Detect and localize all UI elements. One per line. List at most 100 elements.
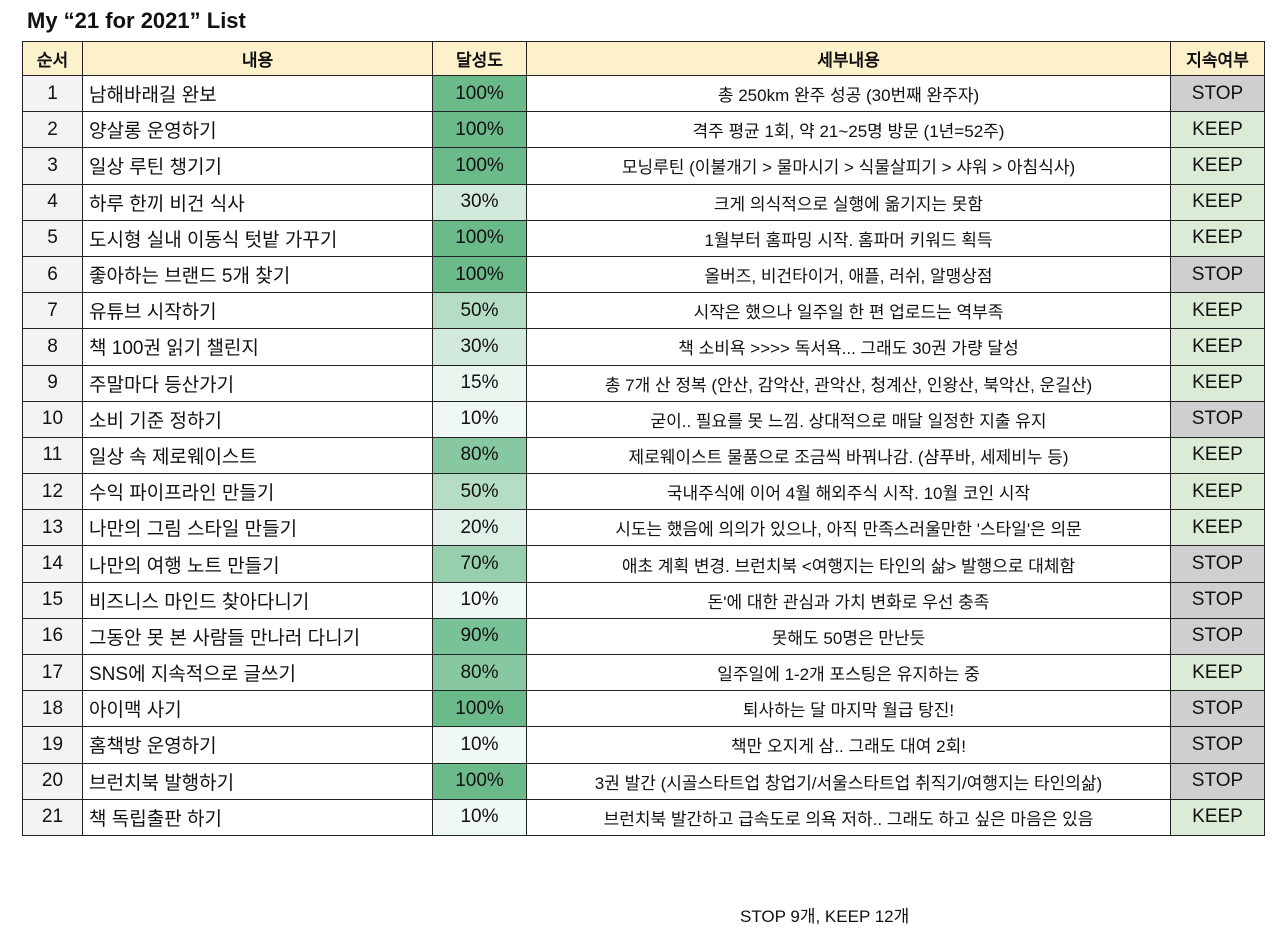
detail-cell: 모닝루틴 (이불개기 > 물마시기 > 식물살피기 > 샤워 > 아침식사) [526, 147, 1171, 185]
goal-item: 그동안 못 본 사람들 만나러 다니기 [82, 617, 433, 656]
achievement-cell: 15% [432, 364, 527, 402]
goal-item: 책 독립출판 하기 [82, 798, 433, 836]
row-number: 3 [22, 147, 83, 185]
goal-item: 아이맥 사기 [82, 690, 433, 728]
header-detail: 세부내용 [526, 41, 1171, 76]
table-row: 5 도시형 실내 이동식 텃밭 가꾸기 100% 1월부터 홈파밍 시작. 홈파머 키… [22, 219, 1265, 257]
achievement-cell: 50% [432, 292, 527, 330]
row-number: 10 [22, 400, 83, 438]
goal-item: 수익 파이프라인 만들기 [82, 473, 433, 511]
status-cell: KEEP [1170, 509, 1265, 547]
status-cell: KEEP [1170, 364, 1265, 402]
row-number: 8 [22, 328, 83, 366]
status-cell: KEEP [1170, 292, 1265, 330]
table-row: 10 소비 기준 정하기 10% 굳이.. 필요를 못 느낌. 상대적으로 매달 일정… [22, 400, 1265, 438]
goal-item: 도시형 실내 이동식 텃밭 가꾸기 [82, 219, 433, 257]
status-cell: STOP [1170, 617, 1265, 656]
table-row: 14 나만의 여행 노트 만들기 70% 애초 계획 변경. 브런치북 <여행지는 타… [22, 545, 1265, 583]
table-row: 1 남해바래길 완보 100% 총 250km 완주 성공 (30번째 완주자) STO… [22, 74, 1265, 113]
goal-item: 양살롱 운영하기 [82, 111, 433, 149]
row-number: 20 [22, 762, 83, 800]
goal-table: 순서 내용 달성도 세부내용 지속여부 1 남해바래길 완보 100% 총 250km… [22, 41, 1265, 836]
goal-item: 나만의 그림 스타일 만들기 [82, 509, 433, 547]
goal-item: SNS에 지속적으로 글쓰기 [82, 653, 433, 692]
table-row: 19 홈책방 운영하기 10% 책만 오지게 삼.. 그래도 대여 2회! STOP [22, 726, 1265, 764]
status-cell: KEEP [1170, 436, 1265, 475]
table-row: 18 아이맥 사기 100% 퇴사하는 달 마지막 월급 탕진! STOP [22, 690, 1265, 728]
detail-cell: 격주 평균 1회, 약 21~25명 방문 (1년=52주) [526, 111, 1171, 149]
status-cell: KEEP [1170, 111, 1265, 149]
status-cell: STOP [1170, 726, 1265, 764]
goal-item: 브런치북 발행하기 [82, 762, 433, 800]
achievement-cell: 30% [432, 328, 527, 366]
row-number: 15 [22, 581, 83, 619]
goal-item: 책 100권 읽기 챌린지 [82, 328, 433, 366]
achievement-cell: 10% [432, 798, 527, 836]
goal-item: 하루 한끼 비건 식사 [82, 183, 433, 221]
achievement-cell: 30% [432, 183, 527, 221]
achievement-cell: 20% [432, 509, 527, 547]
detail-cell: 크게 의식적으로 실행에 옮기지는 못함 [526, 183, 1171, 221]
page-title: My “21 for 2021” List [27, 8, 246, 33]
achievement-cell: 100% [432, 762, 527, 800]
detail-cell: 3권 발간 (시골스타트업 창업기/서울스타트업 취직기/여행지는 타인의삶) [526, 762, 1171, 800]
status-cell: KEEP [1170, 328, 1265, 366]
detail-cell: 일주일에 1-2개 포스팅은 유지하는 중 [526, 653, 1171, 692]
goal-item: 소비 기준 정하기 [82, 400, 433, 438]
row-number: 5 [22, 219, 83, 257]
status-cell: KEEP [1170, 798, 1265, 836]
table-row: 2 양살롱 운영하기 100% 격주 평균 1회, 약 21~25명 방문 (1년=5… [22, 111, 1265, 149]
status-cell: STOP [1170, 400, 1265, 438]
goal-item: 비즈니스 마인드 찾아다니기 [82, 581, 433, 619]
header-order: 순서 [22, 41, 83, 76]
detail-cell: 굳이.. 필요를 못 느낌. 상대적으로 매달 일정한 지출 유지 [526, 400, 1171, 438]
table-row: 21 책 독립출판 하기 10% 브런치북 발간하고 급속도로 의욕 저하.. 그래도… [22, 798, 1265, 836]
table-row: 12 수익 파이프라인 만들기 50% 국내주식에 이어 4월 해외주식 시작. 10… [22, 473, 1265, 511]
detail-cell: 올버즈, 비건타이거, 애플, 러쉬, 알맹상점 [526, 255, 1171, 294]
goal-item: 홈책방 운영하기 [82, 726, 433, 764]
row-number: 6 [22, 255, 83, 294]
header-status: 지속여부 [1170, 41, 1265, 76]
row-number: 19 [22, 726, 83, 764]
table-row: 7 유튜브 시작하기 50% 시작은 했으나 일주일 한 편 업로드는 역부족 KEEP [22, 292, 1265, 330]
table-row: 9 주말마다 등산가기 15% 총 7개 산 정복 (안산, 감악산, 관악산, 청계… [22, 364, 1265, 402]
row-number: 17 [22, 653, 83, 692]
status-cell: STOP [1170, 581, 1265, 619]
achievement-cell: 100% [432, 147, 527, 185]
achievement-cell: 50% [432, 473, 527, 511]
detail-cell: 시작은 했으나 일주일 한 편 업로드는 역부족 [526, 292, 1171, 330]
goal-item: 남해바래길 완보 [82, 74, 433, 113]
row-number: 9 [22, 364, 83, 402]
detail-cell: 시도는 했음에 의의가 있으나, 아직 만족스러울만한 '스타일'은 의문 [526, 509, 1171, 547]
row-number: 13 [22, 509, 83, 547]
row-number: 18 [22, 690, 83, 728]
header-item: 내용 [82, 41, 433, 76]
goal-item: 좋아하는 브랜드 5개 찾기 [82, 255, 433, 294]
achievement-cell: 100% [432, 74, 527, 113]
row-number: 7 [22, 292, 83, 330]
achievement-cell: 80% [432, 436, 527, 475]
detail-cell: 책만 오지게 삼.. 그래도 대여 2회! [526, 726, 1171, 764]
achievement-cell: 90% [432, 617, 527, 656]
achievement-cell: 100% [432, 111, 527, 149]
status-cell: STOP [1170, 762, 1265, 800]
table-row: 15 비즈니스 마인드 찾아다니기 10% 돈'에 대한 관심과 가치 변화로 우선 … [22, 581, 1265, 619]
header-achievement: 달성도 [432, 41, 527, 76]
status-cell: KEEP [1170, 183, 1265, 221]
status-cell: STOP [1170, 545, 1265, 583]
row-number: 11 [22, 436, 83, 475]
row-number: 12 [22, 473, 83, 511]
achievement-cell: 80% [432, 653, 527, 692]
achievement-cell: 70% [432, 545, 527, 583]
table-row: 16 그동안 못 본 사람들 만나러 다니기 90% 못해도 50명은 만난듯 STOP [22, 617, 1265, 656]
detail-cell: 브런치북 발간하고 급속도로 의욕 저하.. 그래도 하고 싶은 마음은 있음 [526, 798, 1171, 836]
summary-text: STOP 9개, KEEP 12개 [740, 907, 910, 926]
detail-cell: 총 250km 완주 성공 (30번째 완주자) [526, 74, 1171, 113]
status-cell: STOP [1170, 74, 1265, 113]
detail-cell: 제로웨이스트 물품으로 조금씩 바꿔나감. (샴푸바, 세제비누 등) [526, 436, 1171, 475]
goal-item: 나만의 여행 노트 만들기 [82, 545, 433, 583]
table-row: 13 나만의 그림 스타일 만들기 20% 시도는 했음에 의의가 있으나, 아직 만… [22, 509, 1265, 547]
status-cell: KEEP [1170, 219, 1265, 257]
row-number: 1 [22, 74, 83, 113]
achievement-cell: 100% [432, 690, 527, 728]
